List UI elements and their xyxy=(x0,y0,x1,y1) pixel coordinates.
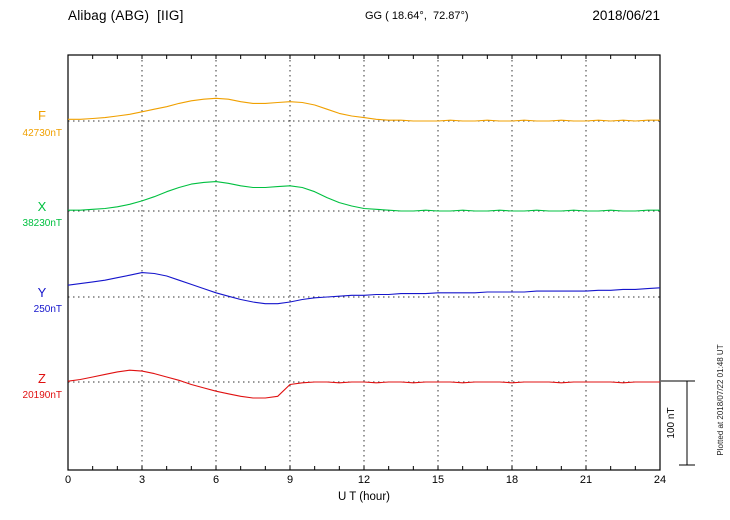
x-tick-label: 3 xyxy=(138,474,146,486)
series-baseline-z: 20190nT xyxy=(22,390,62,401)
x-tick-label: 12 xyxy=(357,474,371,486)
x-tick-label: 15 xyxy=(431,474,445,486)
series-baseline-y: 250nT xyxy=(33,304,62,315)
series-label-f: F xyxy=(38,108,46,123)
plotted-at-note: Plotted at 2018/07/22 01:48 UT xyxy=(716,344,725,456)
x-tick-label: 6 xyxy=(212,474,220,486)
x-tick-label: 0 xyxy=(64,474,72,486)
series-label-x: X xyxy=(37,199,47,214)
geographic-coords: GG ( 18.64°, 72.87°) xyxy=(365,10,469,22)
scalebar-label: 100 nT xyxy=(666,407,677,439)
x-tick-label: 24 xyxy=(653,474,667,486)
series-baseline-x: 38230nT xyxy=(22,218,62,229)
x-tick-label: 9 xyxy=(286,474,294,486)
x-tick-label: 18 xyxy=(505,474,519,486)
x-tick-label: 21 xyxy=(579,474,593,486)
station-title: Alibag (ABG) [IIG] xyxy=(68,8,184,23)
series-label-y: Y xyxy=(37,285,47,300)
series-label-z: Z xyxy=(38,371,46,386)
plot-date: 2018/06/21 xyxy=(592,8,660,23)
series-baseline-f: 42730nT xyxy=(22,128,62,139)
x-axis-label: U T (hour) xyxy=(338,491,390,503)
